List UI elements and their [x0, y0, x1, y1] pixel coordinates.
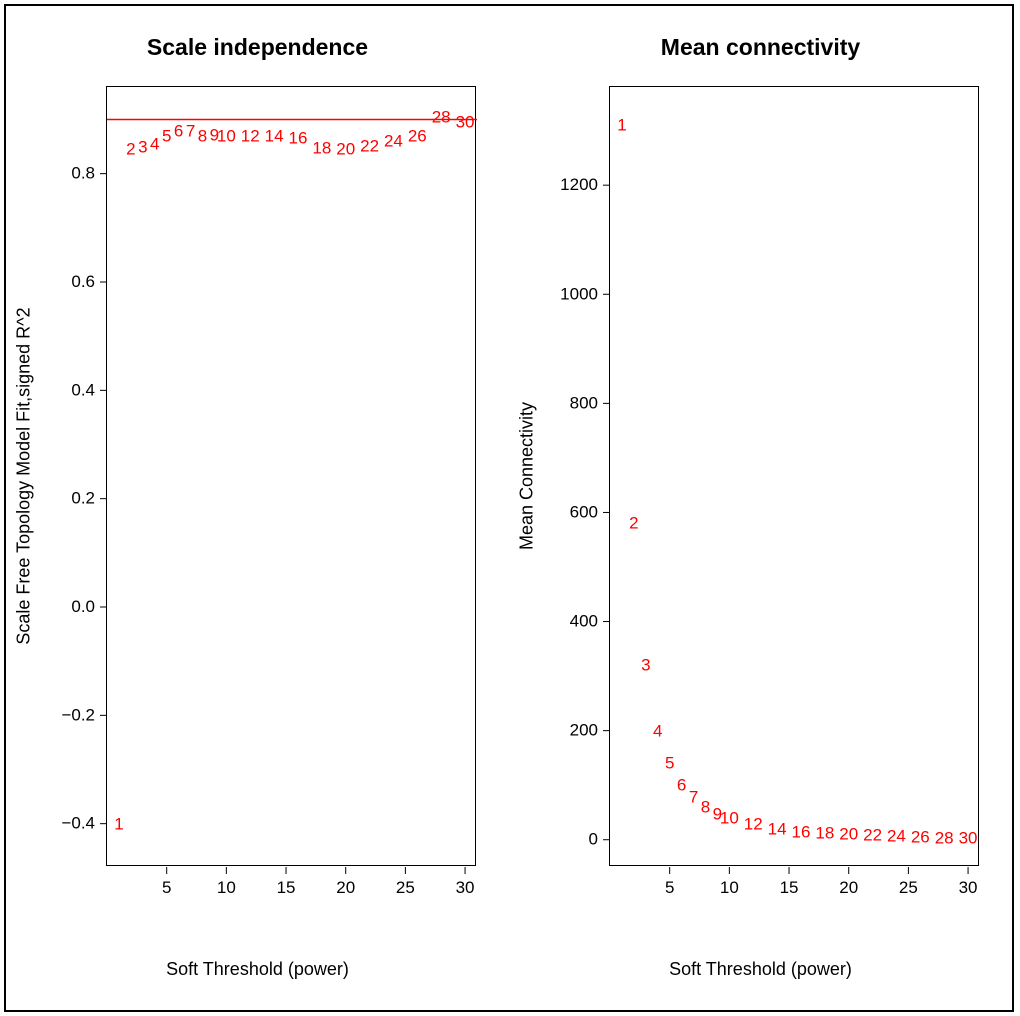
panel-left: Scale independence Soft Threshold (power)…: [6, 6, 509, 1010]
y-tick-label: 800: [570, 393, 598, 412]
y-tick-label: 1200: [560, 175, 598, 194]
x-axis-label: Soft Threshold (power): [509, 959, 1012, 980]
x-tick-label: 25: [396, 878, 415, 897]
y-tick-label: 0.8: [71, 164, 95, 183]
plot-area: 51015202530−0.4−0.20.00.20.40.60.8123456…: [106, 86, 476, 866]
figure-container: Scale independence Soft Threshold (power)…: [4, 4, 1014, 1012]
plot-area: 5101520253002004006008001000120012345678…: [609, 86, 979, 866]
x-tick-label: 20: [336, 878, 355, 897]
y-tick-label: 0: [589, 830, 598, 849]
y-tick-label: 0.4: [71, 380, 95, 399]
y-axis-label: Mean Connectivity: [517, 402, 538, 550]
panel-right: Mean connectivity Soft Threshold (power) M…: [509, 6, 1012, 1010]
y-tick-label: 1000: [560, 284, 598, 303]
axes-svg: 51015202530−0.4−0.20.00.20.40.60.8: [107, 87, 477, 867]
y-tick-label: 200: [570, 721, 598, 740]
y-tick-label: −0.2: [61, 705, 95, 724]
x-tick-label: 30: [456, 878, 475, 897]
x-tick-label: 5: [665, 878, 674, 897]
y-tick-label: 0.6: [71, 272, 95, 291]
chart-title: Mean connectivity: [509, 34, 1012, 61]
x-axis-label: Soft Threshold (power): [6, 959, 509, 980]
y-axis-label: Scale Free Topology Model Fit,signed R^2: [14, 307, 35, 644]
x-tick-label: 5: [162, 878, 171, 897]
x-tick-label: 30: [959, 878, 978, 897]
x-tick-label: 20: [839, 878, 858, 897]
y-tick-label: 0.2: [71, 489, 95, 508]
y-tick-label: 0.0: [71, 597, 95, 616]
y-tick-label: −0.4: [61, 814, 95, 833]
chart-title: Scale independence: [6, 34, 509, 61]
x-tick-label: 15: [277, 878, 296, 897]
x-tick-label: 10: [720, 878, 739, 897]
x-tick-label: 15: [780, 878, 799, 897]
y-tick-label: 400: [570, 612, 598, 631]
x-tick-label: 10: [217, 878, 236, 897]
y-tick-label: 600: [570, 502, 598, 521]
x-tick-label: 25: [899, 878, 918, 897]
axes-svg: 51015202530020040060080010001200: [610, 87, 980, 867]
